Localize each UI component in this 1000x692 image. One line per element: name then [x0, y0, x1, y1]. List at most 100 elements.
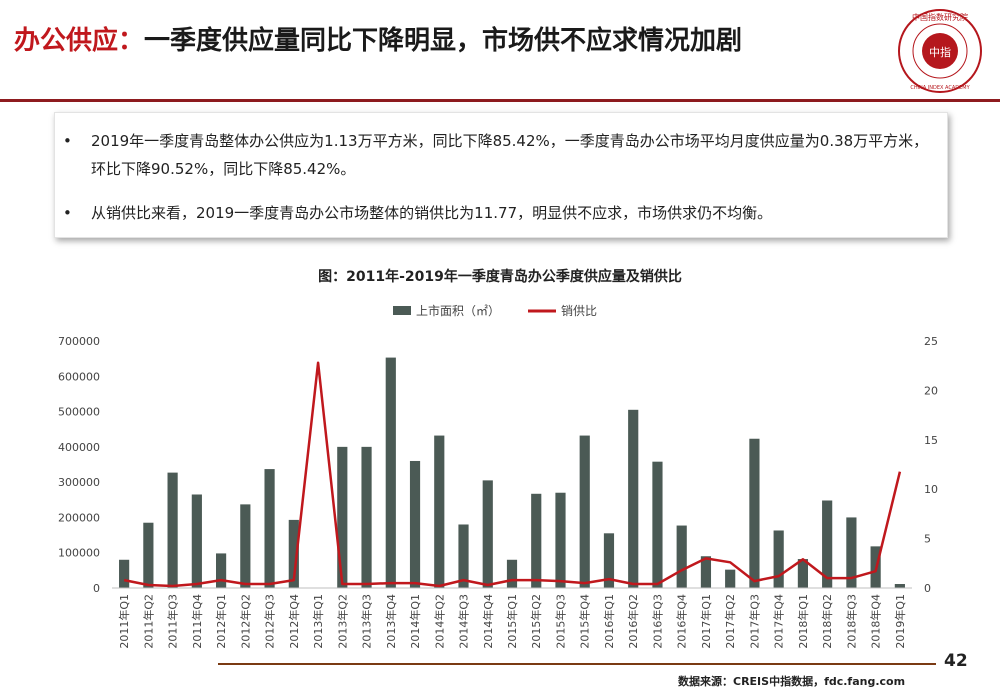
x-axis-tick-label: 2012年Q3 [263, 594, 277, 649]
supply-ratio-chart: 上市面积（㎡） 销供比 0 100000 200000 300000 400000 5000… [58, 303, 938, 649]
page-number: 42 [944, 651, 968, 671]
right-axis-tick-label: 25 [924, 335, 938, 348]
x-axis-tick-label: 2011年Q2 [141, 594, 155, 649]
bar [458, 524, 469, 588]
chart-legend: 上市面积（㎡） 销供比 [393, 303, 597, 318]
left-axis-tick-label: 200000 [58, 511, 100, 524]
x-axis-tick-label: 2014年Q1 [408, 594, 422, 649]
header-divider [0, 99, 1000, 102]
footer-divider [218, 663, 936, 665]
bar-series [119, 357, 905, 588]
right-axis-tick-label: 5 [924, 533, 931, 546]
bullet-glyph: • [63, 204, 72, 222]
x-axis-tick-label: 2015年Q1 [505, 594, 519, 649]
bar [434, 435, 445, 588]
svg-text:中国指数研究院: 中国指数研究院 [912, 12, 968, 22]
x-axis-tick-label: 2011年Q1 [117, 594, 131, 649]
page-title: 办公供应：一季度供应量同比下降明显，市场供不应求情况加剧 [14, 20, 742, 57]
x-axis-tick-label: 2012年Q2 [238, 594, 252, 649]
bar [240, 504, 251, 588]
bar [652, 461, 663, 588]
data-source: 数据来源：CREIS中指数据，fdc.fang.com [678, 675, 906, 688]
line-series [123, 361, 902, 588]
x-axis-tick-label: 2016年Q2 [626, 594, 640, 649]
left-axis-tick-label: 400000 [58, 441, 100, 454]
left-axis-tick-label: 0 [93, 582, 100, 595]
x-axis-tick-label: 2018年Q2 [820, 594, 834, 649]
x-axis-tick-label: 2016年Q1 [602, 594, 616, 649]
x-axis-tick-label: 2016年Q3 [650, 594, 664, 649]
bar [822, 500, 833, 588]
svg-text:中指: 中指 [929, 45, 951, 59]
svg-text:CHINA INDEX ACADEMY: CHINA INDEX ACADEMY [910, 85, 970, 91]
bar [725, 569, 736, 588]
x-axis-tick-label: 2012年Q1 [214, 594, 228, 649]
x-axis-tick-label: 2017年Q1 [699, 594, 713, 649]
page-title-rest: 一季度供应量同比下降明显，市场供不应求情况加剧 [144, 26, 743, 56]
summary-box: • 2019年一季度青岛整体办公供应为1.13万平方米，同比下降85.42%，一… [54, 112, 948, 238]
left-axis-tick-label: 500000 [58, 406, 100, 419]
bar [143, 522, 154, 588]
bar [531, 493, 542, 588]
summary-item-1: 2019年一季度青岛整体办公供应为1.13万平方米，同比下降85.42%，一季度… [91, 132, 929, 178]
left-axis-tick-label: 300000 [58, 476, 100, 489]
chart-title: 图：2011年-2019年一季度青岛办公季度供应量及销供比 [318, 269, 682, 285]
x-axis-tick-label: 2015年Q2 [529, 594, 543, 649]
x-axis-labels: 2011年Q1 2011年Q2 2011年Q3 2011年Q4 2012年Q1 2012年… [117, 594, 907, 649]
left-axis: 0 100000 200000 300000 400000 500000 600000 700… [58, 335, 100, 595]
bar [167, 472, 178, 588]
x-axis-tick-label: 2015年Q3 [553, 594, 567, 649]
x-axis-tick-label: 2015年Q4 [578, 594, 592, 649]
right-axis-tick-label: 15 [924, 434, 938, 447]
bar [773, 530, 784, 588]
bar [797, 559, 808, 588]
x-axis-tick-label: 2012年Q4 [287, 594, 301, 649]
bullet-glyph: • [63, 132, 72, 150]
ratio-line [123, 361, 902, 588]
legend-swatch-bar [393, 306, 411, 315]
bar [119, 559, 130, 588]
bar [264, 469, 275, 588]
bar [676, 525, 687, 588]
summary-item-2: 从销供比来看，2019一季度青岛办公市场整体的销供比为11.77，明显供不应求，… [91, 204, 773, 222]
bar [749, 438, 760, 588]
x-axis-tick-label: 2018年Q1 [796, 594, 810, 649]
left-axis-tick-label: 700000 [58, 335, 100, 348]
x-axis-tick-label: 2011年Q4 [190, 594, 204, 649]
bar [337, 446, 348, 588]
bar [361, 446, 372, 588]
bar [628, 409, 639, 588]
x-axis-tick-label: 2013年Q1 [311, 594, 325, 649]
bar [603, 533, 615, 588]
x-axis-tick-label: 2017年Q2 [723, 594, 737, 649]
legend-label-bar: 上市面积（㎡） [416, 303, 500, 318]
bar [191, 494, 202, 588]
bar [555, 492, 566, 588]
left-axis-tick-label: 600000 [58, 370, 100, 383]
right-axis-tick-label: 20 [924, 384, 938, 397]
x-axis-tick-label: 2018年Q4 [869, 594, 883, 649]
x-axis-tick-label: 2017年Q3 [747, 594, 761, 649]
x-axis-tick-label: 2014年Q2 [432, 594, 446, 649]
x-axis-tick-label: 2014年Q4 [481, 594, 495, 649]
china-index-academy-logo: 中指 中国指数研究院 CHINA INDEX ACADEMY [898, 9, 982, 93]
x-axis-tick-label: 2013年Q2 [335, 594, 349, 649]
bar [579, 435, 590, 588]
page-title-accent: 办公供应： [14, 26, 145, 56]
x-axis-tick-label: 2013年Q4 [384, 594, 398, 649]
bar [482, 480, 493, 588]
bar [288, 519, 299, 588]
x-axis-tick-label: 2019年Q1 [893, 594, 907, 649]
bar [846, 517, 857, 588]
bar [409, 460, 421, 588]
bar [216, 553, 227, 588]
bar [385, 357, 396, 588]
right-axis-tick-label: 10 [924, 483, 938, 496]
bar [506, 559, 518, 588]
x-axis-tick-label: 2013年Q3 [360, 594, 374, 649]
right-axis: 0 5 10 15 20 25 [924, 335, 938, 595]
x-axis-tick-label: 2014年Q3 [457, 594, 471, 649]
legend-label-line: 销供比 [561, 304, 597, 318]
left-axis-tick-label: 100000 [58, 547, 100, 560]
x-axis-tick-label: 2016年Q4 [675, 594, 689, 649]
